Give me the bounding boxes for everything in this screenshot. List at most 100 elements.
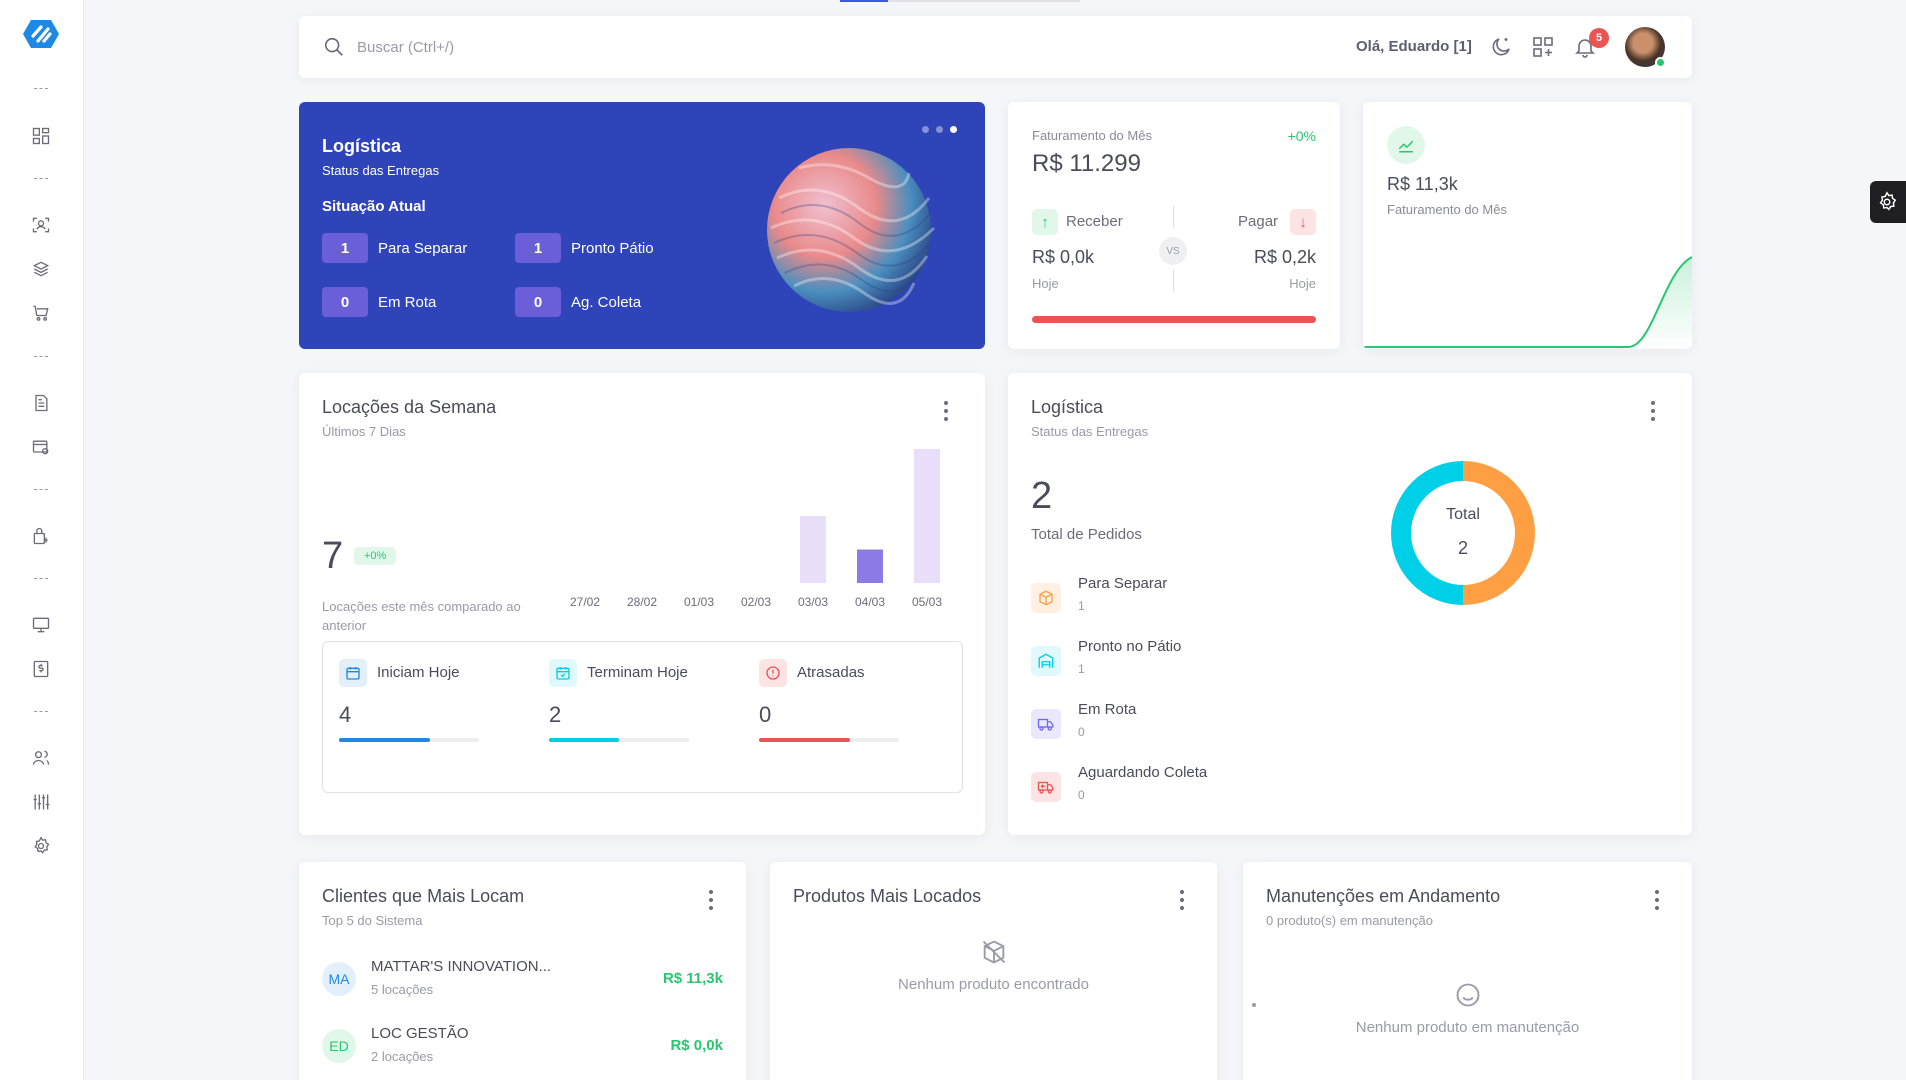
sidebar-divider xyxy=(34,578,48,580)
sidebar-item-contracts[interactable] xyxy=(29,435,53,459)
chart-bar xyxy=(857,549,883,583)
client-name[interactable]: LOC GESTÃO xyxy=(371,1025,469,1042)
sidebar-divider xyxy=(34,88,48,90)
users-icon xyxy=(32,750,50,765)
logistics-item-label: Em Rota xyxy=(1078,701,1137,718)
vs-badge: VS xyxy=(1159,237,1187,265)
logistics-hero-card: Logística Status das Entregas Situação A… xyxy=(299,102,985,349)
logistics-item-value: 1 xyxy=(1078,662,1085,676)
sidebar-item-settings[interactable] xyxy=(29,834,53,858)
donut-center-label: Total xyxy=(1446,506,1480,523)
summary-progress-track xyxy=(759,738,899,742)
cart-icon xyxy=(33,305,49,321)
donut-center-value: 2 xyxy=(1457,538,1468,558)
summary-progress-fill xyxy=(759,738,850,742)
app-logo[interactable] xyxy=(21,14,61,54)
chart-x-tick-label: 27/02 xyxy=(570,595,600,609)
search-icon[interactable] xyxy=(323,36,345,58)
chart-x-tick-label: 04/03 xyxy=(855,595,885,609)
summary-progress-fill xyxy=(339,738,430,742)
page-indicator-track xyxy=(840,0,1080,2)
dollar-doc-icon xyxy=(33,660,49,678)
empty-state-message: Nenhum produto encontrado xyxy=(898,976,1089,993)
dark-mode-toggle[interactable] xyxy=(1489,35,1513,59)
hero-title: Logística xyxy=(322,136,402,156)
notification-count-badge: 5 xyxy=(1589,28,1609,48)
chart-x-tick-label: 01/03 xyxy=(684,595,714,609)
hero-stat-value: 1 xyxy=(322,233,368,263)
empty-state-message: Nenhum produto em manutenção xyxy=(1355,1019,1580,1036)
summary-progress-track xyxy=(339,738,479,742)
alert-circle-icon xyxy=(759,659,787,687)
arrow-down-icon: ↓ xyxy=(1290,209,1316,235)
sidebar-item-cart[interactable] xyxy=(29,301,53,325)
more-options-button[interactable] xyxy=(943,401,949,421)
rentals-count: 7 xyxy=(322,535,344,577)
summary-label: Terminam Hoje xyxy=(587,664,688,681)
hero-subtitle: Status das Entregas xyxy=(322,163,440,178)
notifications-button[interactable] xyxy=(1573,35,1597,59)
calendar-icon xyxy=(339,659,367,687)
client-avatar: ED xyxy=(322,1029,356,1063)
client-avatar: MA xyxy=(322,962,356,996)
summary-progress-fill xyxy=(549,738,619,742)
divider xyxy=(1173,270,1174,292)
moon-icon xyxy=(1492,38,1510,56)
receber-label: Receber xyxy=(1066,213,1123,230)
sidebar-item-users[interactable] xyxy=(29,746,53,770)
chart-x-tick-label: 05/03 xyxy=(912,595,942,609)
online-status-dot xyxy=(1655,57,1666,68)
card-subtitle: 0 produto(s) em manutenção xyxy=(1266,913,1433,928)
theme-customizer-button[interactable] xyxy=(1870,181,1906,223)
document-icon xyxy=(35,394,48,412)
carousel-dot-active[interactable] xyxy=(950,126,957,133)
sidebar-item-products[interactable] xyxy=(29,257,53,281)
logistics-item-value: 0 xyxy=(1078,725,1085,739)
receber-value: R$ 0,0k xyxy=(1032,247,1095,267)
receber-period: Hoje xyxy=(1032,276,1059,291)
search-input[interactable] xyxy=(357,34,717,60)
top-navbar: Olá, Eduardo [1] 5 xyxy=(299,16,1692,78)
sidebar-item-dashboard[interactable] xyxy=(29,124,53,148)
carousel-dot[interactable] xyxy=(936,126,943,133)
total-orders-label: Total de Pedidos xyxy=(1031,526,1142,543)
more-options-button[interactable] xyxy=(1654,890,1660,910)
hero-stat-ag-coleta: 0 Ag. Coleta xyxy=(515,287,641,317)
sidebar-item-billing[interactable] xyxy=(29,613,53,637)
hero-stat-value: 0 xyxy=(322,287,368,317)
apps-button[interactable] xyxy=(1531,35,1555,59)
pagar-value: R$ 0,2k xyxy=(1253,247,1316,267)
client-name[interactable]: MATTAR'S INNOVATION... xyxy=(371,958,552,975)
revenue-value: R$ 11.299 xyxy=(1032,150,1141,177)
decorative-sphere-illustration xyxy=(767,148,936,312)
box-off-icon xyxy=(982,940,1006,964)
hero-situation-heading: Situação Atual xyxy=(322,198,426,215)
more-options-button[interactable] xyxy=(1650,401,1656,421)
warehouse-icon xyxy=(1031,646,1061,676)
sidebar-item-documents[interactable] xyxy=(29,391,53,415)
card-title: Produtos Mais Locados xyxy=(793,886,982,906)
truck-icon xyxy=(1031,709,1061,739)
rentals-summary-box: Iniciam Hoje 4 Terminam Hoje 2 Atrasadas… xyxy=(322,641,963,793)
sidebar-item-adjustments[interactable] xyxy=(29,790,53,814)
sidebar-item-store[interactable] xyxy=(29,524,53,548)
chart-x-tick-label: 03/03 xyxy=(798,595,828,609)
carousel-dot[interactable] xyxy=(922,126,929,133)
card-title: Clientes que Mais Locam xyxy=(322,886,525,906)
summary-label: Atrasadas xyxy=(797,664,865,681)
logistics-item-label: Pronto no Pátio xyxy=(1078,638,1182,655)
hero-stat-label: Em Rota xyxy=(378,293,437,311)
logistics-item-value: 0 xyxy=(1078,788,1085,802)
more-options-button[interactable] xyxy=(708,890,714,910)
monitor-money-icon xyxy=(32,617,50,633)
weekly-rentals-card: Locações da Semana Últimos 7 Dias 7 +0% … xyxy=(299,373,985,835)
sidebar-item-scan[interactable] xyxy=(29,213,53,237)
more-options-button[interactable] xyxy=(1179,890,1185,910)
logistics-item-label: Para Separar xyxy=(1078,575,1168,592)
user-scan-icon xyxy=(32,217,50,233)
arrow-up-icon: ↑ xyxy=(1032,209,1058,235)
client-rental-count: 2 locações xyxy=(371,1049,434,1064)
sidebar-item-finance[interactable] xyxy=(29,657,53,681)
trend-icon xyxy=(1387,126,1425,164)
dashboard-icon xyxy=(32,127,50,145)
